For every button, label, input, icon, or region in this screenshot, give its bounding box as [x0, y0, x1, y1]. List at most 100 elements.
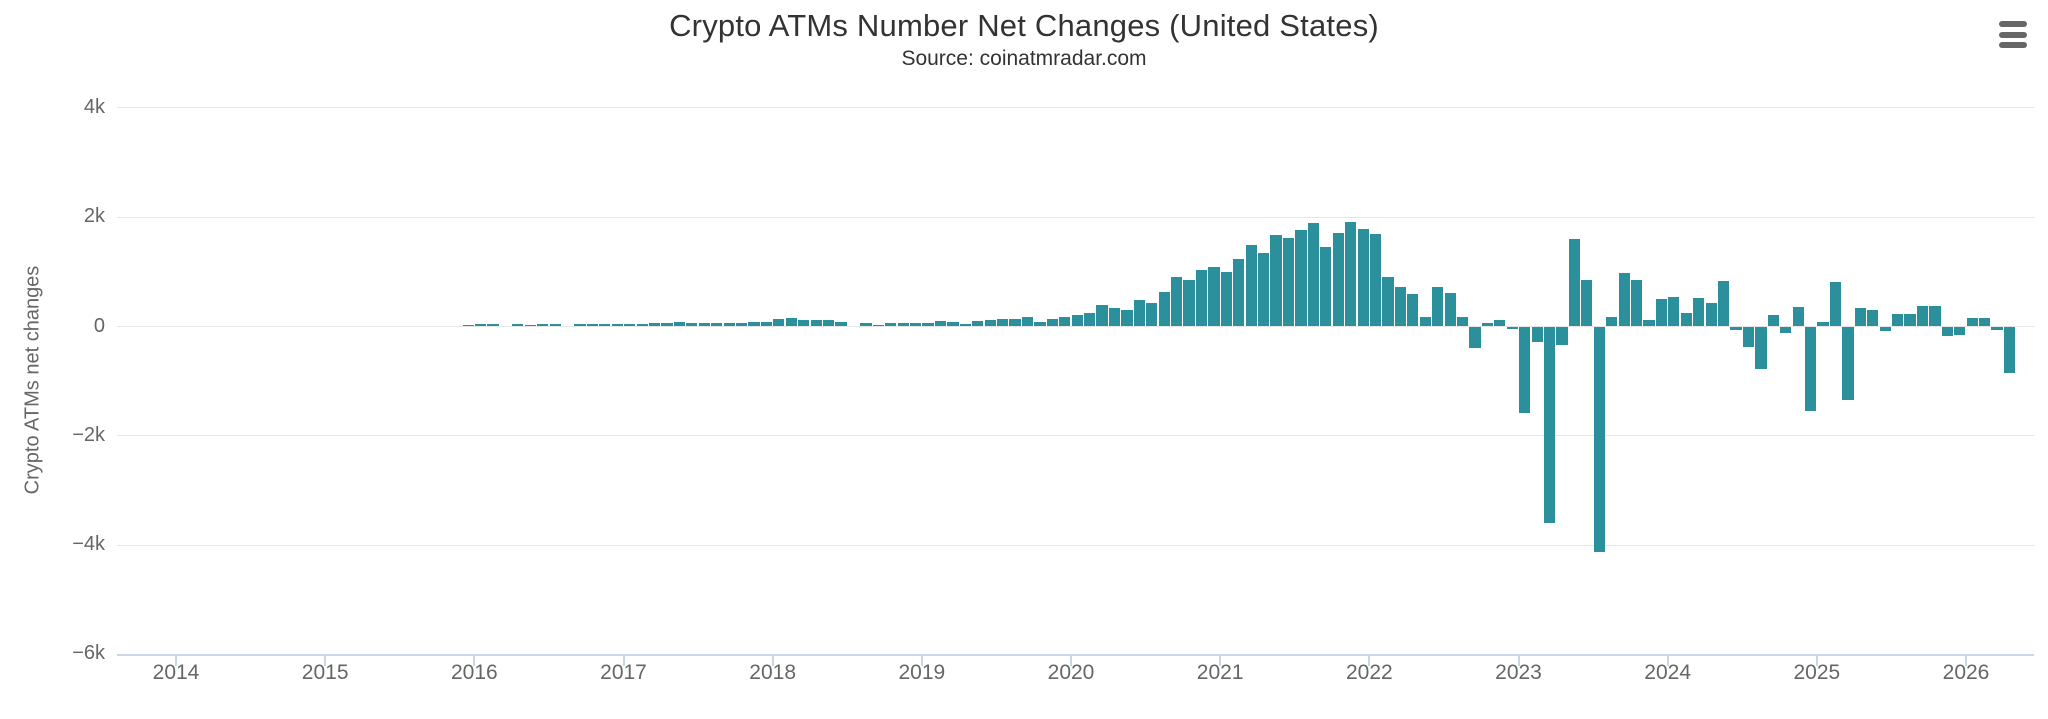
bar-2021-04[interactable] [1258, 253, 1270, 327]
bar-2025-05[interactable] [1867, 310, 1879, 327]
bar-2019-05[interactable] [972, 321, 984, 327]
bar-2016-02[interactable] [487, 324, 499, 327]
bar-2018-03[interactable] [798, 320, 810, 327]
bar-2023-05[interactable] [1568, 239, 1581, 327]
bar-2023-10[interactable] [1630, 280, 1643, 327]
bar-2017-12[interactable] [760, 322, 773, 327]
bar-2019-07[interactable] [997, 318, 1009, 327]
bar-2026-01[interactable] [1966, 317, 1978, 327]
bar-2017-03[interactable] [648, 323, 661, 327]
bar-2020-09[interactable] [1171, 276, 1183, 327]
bar-2019-09[interactable] [1021, 316, 1034, 327]
bar-2016-06[interactable] [537, 324, 549, 327]
bar-2021-08[interactable] [1307, 222, 1319, 327]
bar-2023-09[interactable] [1618, 272, 1630, 327]
bar-2022-04[interactable] [1407, 294, 1419, 327]
bar-2019-06[interactable] [984, 319, 996, 327]
bar-2026-03[interactable] [1991, 326, 2003, 331]
bar-2022-07[interactable] [1444, 292, 1456, 327]
bar-2026-02[interactable] [1979, 317, 1991, 327]
bar-2020-03[interactable] [1096, 304, 1108, 327]
bar-2023-01[interactable] [1519, 326, 1531, 414]
bar-2022-10[interactable] [1481, 323, 1494, 327]
bar-2018-12[interactable] [910, 322, 922, 327]
bar-2019-11[interactable] [1046, 319, 1058, 327]
bar-2016-07[interactable] [549, 324, 561, 327]
bar-2024-04[interactable] [1705, 303, 1717, 327]
bar-2020-01[interactable] [1071, 315, 1083, 327]
bar-2024-11[interactable] [1792, 307, 1804, 327]
bar-2025-06[interactable] [1879, 326, 1891, 331]
bar-2023-02[interactable] [1531, 326, 1543, 342]
bar-2017-02[interactable] [636, 323, 648, 327]
bar-2016-09[interactable] [574, 324, 586, 327]
bar-2025-08[interactable] [1904, 313, 1916, 327]
bar-2024-12[interactable] [1805, 326, 1817, 412]
bar-2023-06[interactable] [1581, 279, 1593, 327]
bar-2020-02[interactable] [1084, 312, 1096, 327]
bar-2021-01[interactable] [1220, 271, 1232, 327]
bar-2024-05[interactable] [1717, 281, 1730, 327]
bar-2018-09[interactable] [872, 324, 884, 327]
bar-2024-06[interactable] [1730, 326, 1742, 330]
bar-2025-11[interactable] [1941, 326, 1953, 336]
bar-2020-07[interactable] [1146, 302, 1158, 327]
bar-2018-05[interactable] [822, 320, 835, 327]
bar-2016-01[interactable] [474, 324, 487, 327]
bar-2022-08[interactable] [1456, 316, 1469, 327]
bar-2025-09[interactable] [1916, 305, 1929, 327]
bar-2025-10[interactable] [1929, 306, 1941, 327]
bar-2015-12[interactable] [462, 324, 474, 327]
bar-2019-03[interactable] [947, 322, 959, 327]
bar-2024-10[interactable] [1780, 326, 1792, 334]
bar-2020-12[interactable] [1208, 266, 1220, 327]
bar-2019-12[interactable] [1059, 316, 1071, 327]
bar-2022-12[interactable] [1506, 326, 1518, 330]
bar-2021-03[interactable] [1245, 245, 1257, 327]
bar-2017-08[interactable] [711, 322, 723, 327]
bar-2025-04[interactable] [1854, 308, 1866, 327]
bar-2020-08[interactable] [1158, 291, 1170, 327]
bar-2019-10[interactable] [1034, 322, 1046, 327]
bar-2020-04[interactable] [1108, 308, 1121, 327]
bar-2017-05[interactable] [673, 322, 686, 327]
bar-2021-10[interactable] [1332, 233, 1344, 327]
bar-2021-09[interactable] [1320, 247, 1332, 327]
bar-2016-04[interactable] [512, 324, 524, 327]
bar-2019-02[interactable] [934, 320, 947, 327]
bar-2017-11[interactable] [748, 321, 760, 327]
bar-2020-10[interactable] [1183, 280, 1195, 327]
bar-2022-11[interactable] [1494, 319, 1506, 327]
bar-2021-11[interactable] [1345, 221, 1357, 327]
bar-2019-08[interactable] [1009, 318, 1021, 327]
bar-2021-06[interactable] [1282, 238, 1295, 327]
bar-2021-02[interactable] [1233, 259, 1245, 327]
bar-2018-06[interactable] [835, 321, 847, 327]
hamburger-menu-icon[interactable] [1999, 21, 2027, 48]
bar-2025-03[interactable] [1842, 326, 1854, 400]
bar-2020-05[interactable] [1121, 310, 1133, 327]
bar-2025-07[interactable] [1892, 314, 1904, 327]
bar-2016-10[interactable] [586, 324, 599, 327]
bar-2020-06[interactable] [1133, 299, 1145, 327]
bar-2018-08[interactable] [860, 323, 872, 327]
bar-2022-01[interactable] [1369, 233, 1382, 327]
bar-2024-09[interactable] [1767, 315, 1779, 327]
bar-2025-12[interactable] [1954, 326, 1966, 336]
bar-2020-11[interactable] [1195, 269, 1208, 327]
bar-2024-03[interactable] [1693, 297, 1705, 327]
bar-2017-10[interactable] [735, 323, 748, 327]
bar-2025-01[interactable] [1817, 321, 1829, 327]
bar-2016-11[interactable] [599, 324, 611, 327]
bar-2018-04[interactable] [810, 320, 822, 327]
bar-2025-02[interactable] [1829, 281, 1842, 327]
bar-2019-01[interactable] [922, 322, 934, 327]
bar-2016-05[interactable] [524, 324, 536, 327]
bar-2023-11[interactable] [1643, 319, 1655, 327]
bar-2023-03[interactable] [1543, 326, 1556, 524]
bar-2022-02[interactable] [1382, 276, 1394, 327]
bar-2021-05[interactable] [1270, 234, 1282, 327]
bar-2024-02[interactable] [1680, 313, 1692, 327]
bar-2024-01[interactable] [1668, 296, 1680, 327]
bar-2022-06[interactable] [1432, 287, 1444, 327]
